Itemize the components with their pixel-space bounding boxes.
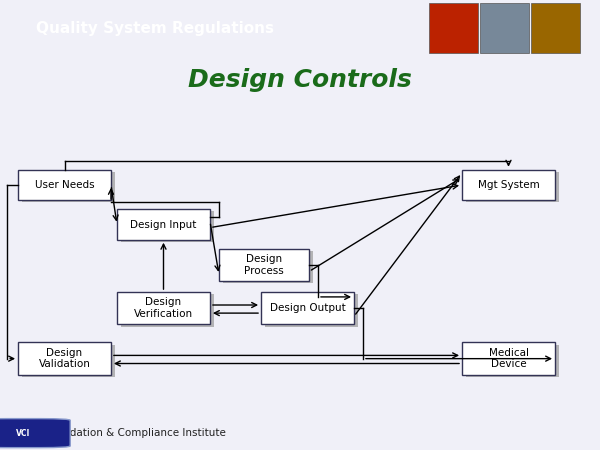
Bar xyxy=(429,3,478,53)
Text: Quality System Regulations: Quality System Regulations xyxy=(36,21,274,36)
FancyBboxPatch shape xyxy=(219,249,309,281)
FancyBboxPatch shape xyxy=(22,345,115,377)
FancyBboxPatch shape xyxy=(121,212,214,242)
Bar xyxy=(531,3,580,53)
Text: Design
Verification: Design Verification xyxy=(134,297,193,319)
Bar xyxy=(480,3,529,53)
Text: Design
Process: Design Process xyxy=(244,254,284,276)
FancyBboxPatch shape xyxy=(117,209,210,240)
FancyBboxPatch shape xyxy=(466,172,559,202)
FancyBboxPatch shape xyxy=(18,170,111,200)
FancyBboxPatch shape xyxy=(0,418,70,448)
Text: VCI: VCI xyxy=(16,428,31,437)
FancyBboxPatch shape xyxy=(462,170,555,200)
FancyBboxPatch shape xyxy=(265,294,358,327)
FancyBboxPatch shape xyxy=(223,251,313,284)
Text: Design Controls: Design Controls xyxy=(188,68,412,92)
Text: Design Input: Design Input xyxy=(130,220,197,230)
Text: Medical
Device: Medical Device xyxy=(488,348,529,369)
Text: Mgt System: Mgt System xyxy=(478,180,539,190)
Text: Design
Validation: Design Validation xyxy=(38,348,91,369)
FancyBboxPatch shape xyxy=(18,342,111,375)
FancyBboxPatch shape xyxy=(466,345,559,377)
FancyBboxPatch shape xyxy=(22,172,115,202)
Text: User Needs: User Needs xyxy=(35,180,94,190)
Text: Design Output: Design Output xyxy=(269,303,346,313)
FancyBboxPatch shape xyxy=(261,292,354,324)
Text: Validation & Compliance Institute: Validation & Compliance Institute xyxy=(51,428,226,438)
FancyBboxPatch shape xyxy=(121,294,214,327)
FancyBboxPatch shape xyxy=(117,292,210,324)
FancyBboxPatch shape xyxy=(462,342,555,375)
